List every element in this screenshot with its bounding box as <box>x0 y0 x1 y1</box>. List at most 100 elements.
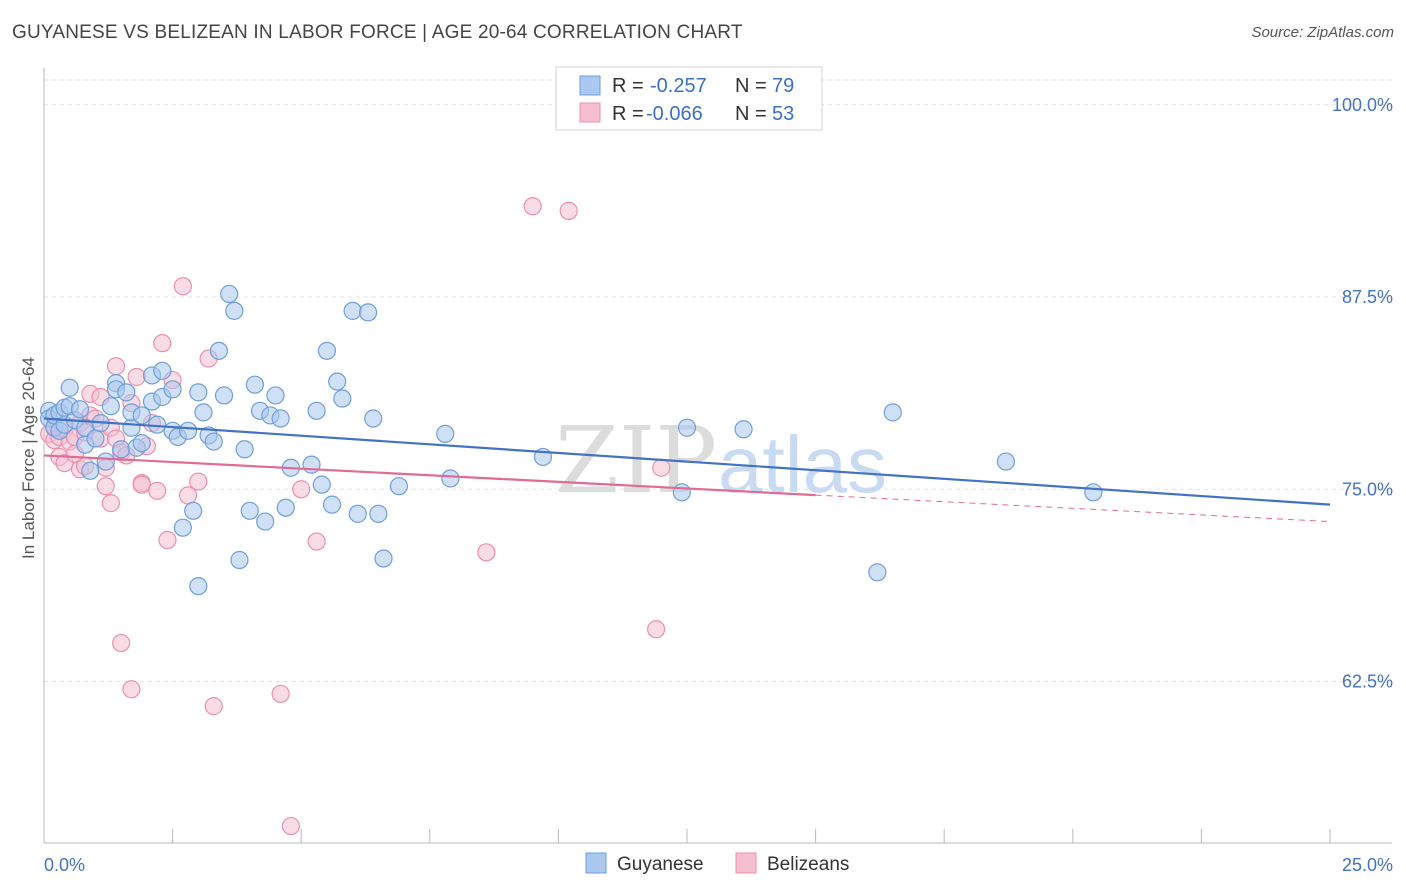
guyanese-point <box>132 434 151 453</box>
guyanese-point <box>117 383 136 402</box>
belizeans-point <box>96 477 115 496</box>
guyanese-point <box>677 418 697 437</box>
legend-r-value-2: -0.066 <box>646 103 703 125</box>
guyanese-point <box>173 518 192 537</box>
guyanese-point <box>333 389 352 408</box>
belizeans-point <box>148 481 167 500</box>
guyanese-point <box>209 341 228 360</box>
guyanese-point <box>343 301 362 320</box>
guyanese-point <box>153 361 172 380</box>
trend-lines <box>43 417 1331 523</box>
belizeans-point <box>307 532 326 551</box>
belizeans-point <box>271 684 290 703</box>
belizeans-point <box>477 543 496 562</box>
belizeans-point <box>652 458 671 477</box>
source-label: Source: ZipAtlas.com <box>1251 24 1394 41</box>
guyanese-point <box>112 440 131 459</box>
belizeans-point <box>647 620 666 639</box>
guyanese-point <box>184 501 203 520</box>
guyanese-point <box>868 563 887 582</box>
guyanese-point <box>214 386 234 405</box>
belizeans-point <box>132 475 151 494</box>
legend-belizeans-swatch <box>735 852 757 874</box>
guyanese-point <box>302 455 321 474</box>
legend-n-value-2: 53 <box>772 103 794 125</box>
chart-title: GUYANESE VS BELIZEAN IN LABOR FORCE | AG… <box>12 22 743 43</box>
belizeans-points <box>40 197 671 836</box>
guyanese-point <box>96 452 115 471</box>
guyanese-point <box>266 386 285 405</box>
trend-line-belizeans <box>43 454 816 497</box>
belizeans-point <box>559 201 578 220</box>
guyanese-point <box>734 420 753 439</box>
guyanese-point <box>328 372 347 391</box>
guyanese-point <box>358 303 378 322</box>
guyanese-point <box>189 577 208 596</box>
belizeans-point <box>523 197 542 216</box>
guyanese-point <box>369 504 388 523</box>
y-tick-label: 87.5% <box>1342 287 1393 307</box>
guyanese-point <box>220 284 239 304</box>
guyanese-point <box>322 495 342 514</box>
belizeans-point <box>127 367 146 387</box>
guyanese-point <box>81 461 100 480</box>
guyanese-point <box>163 380 182 399</box>
guyanese-point <box>178 421 198 440</box>
tick-labels: 62.5% 75.0% 87.5% 100.0% 0.0% 25.0% <box>44 95 1393 875</box>
legend-r-label-2: R = <box>612 103 644 125</box>
trend-line-guyanese <box>43 417 1331 506</box>
belizeans-point <box>122 680 141 699</box>
guyanese-point <box>245 375 265 394</box>
guyanese-point <box>276 498 295 517</box>
guyanese-point <box>883 403 902 422</box>
y-tick-label: 62.5% <box>1342 672 1393 692</box>
guyanese-point <box>86 429 105 448</box>
guyanese-point <box>194 403 213 422</box>
series-legend: Guyanese Belizeans <box>585 852 849 875</box>
legend-n-value-1: 79 <box>772 75 794 97</box>
legend-swatch-guyanese <box>579 75 601 96</box>
guyanese-point <box>364 409 383 428</box>
guyanese-point <box>672 483 691 502</box>
guyanese-point <box>271 409 290 428</box>
x-tick-label-max: 25.0% <box>1342 855 1393 875</box>
y-tick-label: 100.0% <box>1332 95 1393 115</box>
guyanese-point <box>189 383 208 402</box>
belizeans-point <box>158 530 177 550</box>
guyanese-point <box>317 341 337 360</box>
belizeans-point <box>106 357 126 376</box>
guyanese-point <box>348 504 367 523</box>
y-axis-label: In Labor Force | Age 20-64 <box>19 357 38 559</box>
guyanese-point <box>996 452 1016 471</box>
belizeans-point <box>204 697 223 716</box>
guyanese-point <box>225 301 244 320</box>
guyanese-point <box>1084 483 1103 502</box>
gridlines <box>44 79 1392 683</box>
guyanese-point <box>256 512 275 531</box>
belizeans-point <box>292 480 311 499</box>
guyanese-point <box>441 469 460 488</box>
guyanese-point <box>374 549 393 568</box>
watermark: ZIP atlas <box>555 407 887 514</box>
guyanese-point <box>312 475 331 494</box>
guyanese-point <box>132 406 151 425</box>
belizeans-point <box>173 277 192 296</box>
guyanese-point <box>70 400 90 419</box>
belizeans-point <box>153 334 172 353</box>
y-tick-label: 75.0% <box>1342 479 1393 499</box>
legend-swatch-belizeans <box>579 102 601 123</box>
x-tick-label-min: 0.0% <box>44 855 85 875</box>
legend-belizeans-label: Belizeans <box>767 854 849 875</box>
legend-r-label-1: R = <box>612 75 644 97</box>
legend-r-value-1: -0.257 <box>650 75 707 97</box>
guyanese-point <box>235 440 254 459</box>
guyanese-point <box>307 401 326 420</box>
trend-line-extension <box>815 494 1331 523</box>
guyanese-point <box>389 477 409 496</box>
legend-guyanese-label: Guyanese <box>617 854 704 875</box>
legend-n-label-1: N = <box>735 75 767 97</box>
guyanese-point <box>60 378 79 397</box>
guyanese-point <box>240 501 259 520</box>
guyanese-point <box>101 397 120 416</box>
